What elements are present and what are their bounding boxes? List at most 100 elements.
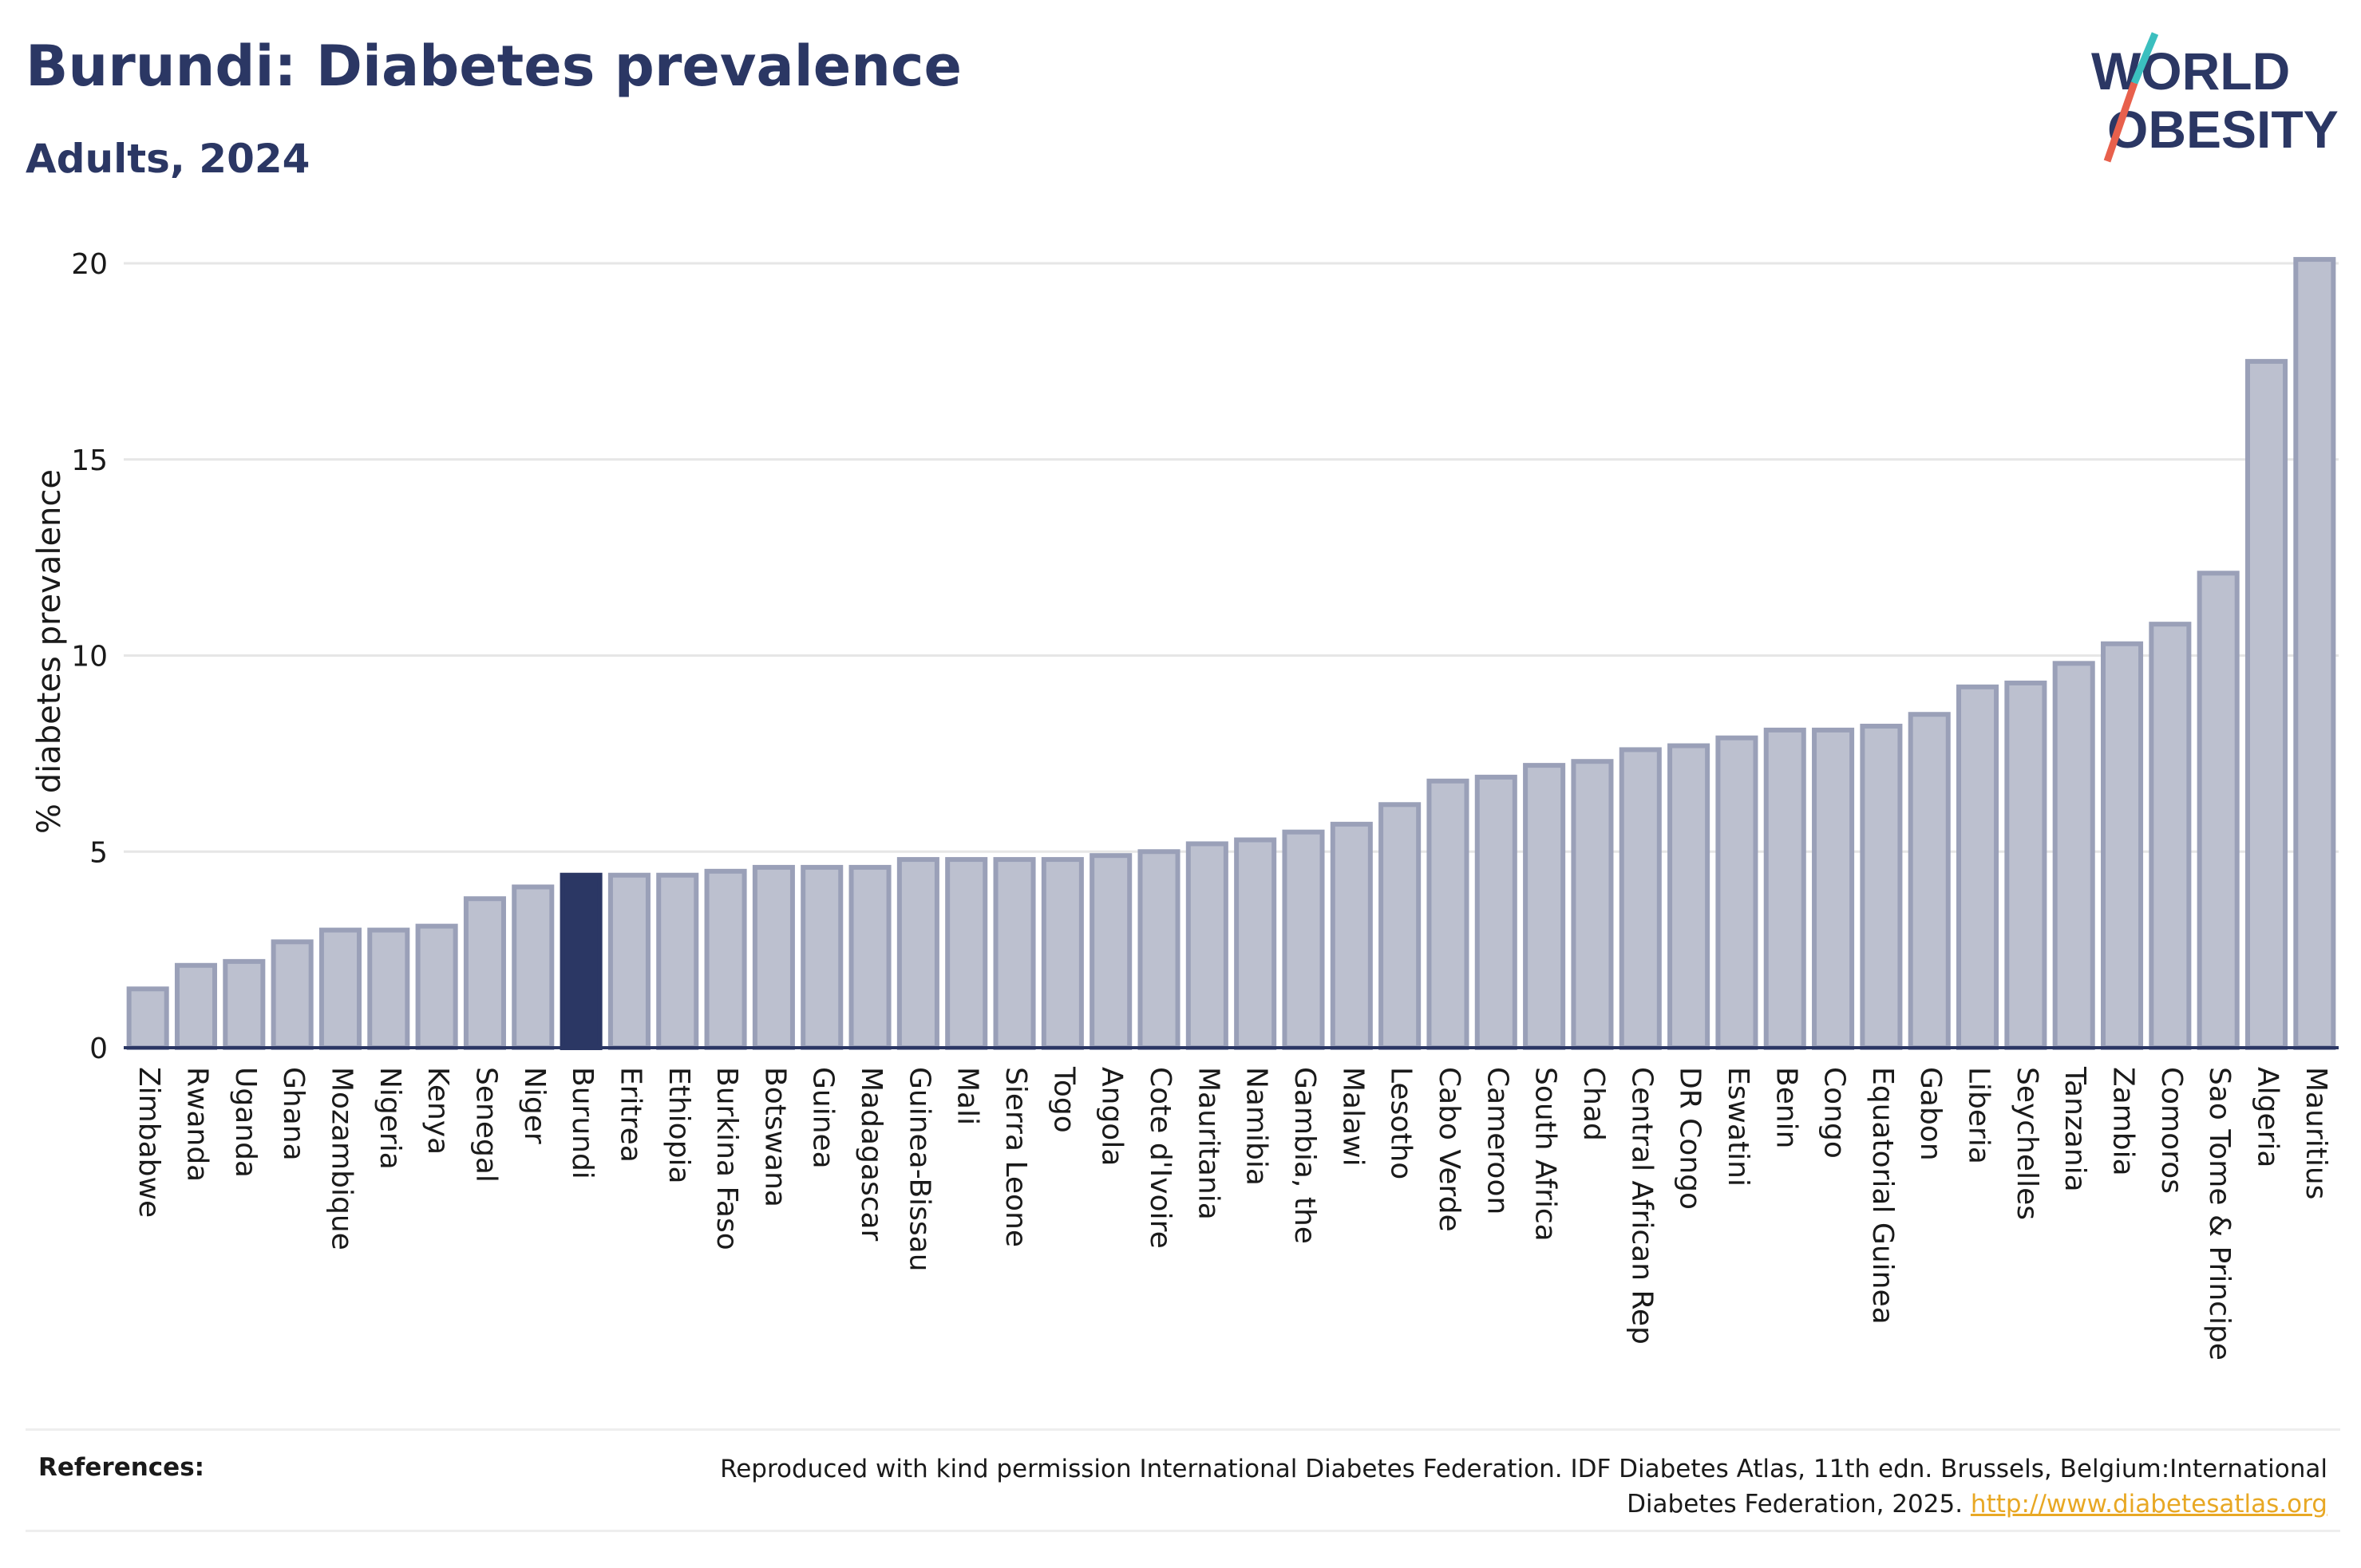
references-link[interactable]: http://www.diabetesatlas.org xyxy=(1970,1490,2327,1519)
x-tick-label: Mozambique xyxy=(325,1067,358,1250)
x-tick-label: Guinea-Bissau xyxy=(903,1067,935,1272)
x-tick-label: Kenya xyxy=(421,1067,454,1155)
world-obesity-logo: WORLD OBESITY xyxy=(2091,32,2339,163)
bar-gambia-the xyxy=(1282,829,1325,1051)
x-tick-label: Eswatini xyxy=(1722,1067,1754,1187)
x-tick-label: South Africa xyxy=(1529,1067,1562,1242)
bar-mozambique xyxy=(318,927,362,1051)
x-tick-label: Congo xyxy=(1818,1067,1851,1159)
x-tick-label: Mali xyxy=(951,1067,984,1125)
y-axis-label: % diabetes prevalence xyxy=(31,469,68,834)
bar-kenya xyxy=(415,923,458,1051)
x-tick-label: Sao Tome & Principe xyxy=(2203,1067,2236,1361)
y-tick-label: 20 xyxy=(71,248,108,281)
x-tick-label: Lesotho xyxy=(1385,1067,1418,1179)
y-tick-label: 10 xyxy=(71,641,108,673)
x-tick-label: Tanzania xyxy=(2058,1066,2091,1192)
bar-niger xyxy=(512,884,555,1050)
bar-mauritius xyxy=(2293,257,2336,1050)
bar-algeria xyxy=(2244,358,2288,1050)
x-tick-label: Madagascar xyxy=(855,1067,888,1242)
bar-congo xyxy=(1812,727,1855,1050)
bar-south-africa xyxy=(1523,763,1566,1050)
x-tick-label: Niger xyxy=(518,1067,551,1144)
bar-zambia xyxy=(2101,641,2144,1050)
bar-ghana xyxy=(271,939,314,1051)
bar-mali xyxy=(945,857,988,1050)
x-tick-label: Eritrea xyxy=(614,1067,647,1163)
x-tick-label: Benin xyxy=(1770,1067,1802,1148)
bar-togo xyxy=(1041,857,1084,1050)
bar-rwanda xyxy=(174,962,218,1051)
bar-uganda xyxy=(223,958,266,1050)
bar-seychelles xyxy=(2004,680,2047,1051)
labels: 0 5 10 15 20 % diabetes prevalence Zimbabwe Rwa… xyxy=(31,248,2332,1361)
x-tick-label: Algeria xyxy=(2252,1067,2284,1168)
bar-central-african-rep xyxy=(1619,747,1662,1051)
bar-benin xyxy=(1763,727,1806,1050)
x-tick-label: Togo xyxy=(1047,1066,1080,1133)
bar-equatorial-guinea xyxy=(1860,723,1903,1050)
x-tick-label: Angola xyxy=(1096,1067,1129,1166)
x-tick-label: Comoros xyxy=(2155,1067,2188,1194)
x-tick-label: Burundi xyxy=(566,1067,599,1179)
x-tick-label: Nigeria xyxy=(374,1067,406,1170)
bar-comoros xyxy=(2149,622,2192,1050)
bar-angola xyxy=(1090,853,1133,1051)
bar-cameroon xyxy=(1474,774,1517,1050)
x-tick-label: Gabon xyxy=(1914,1067,1947,1161)
references-citation: Reproduced with kind permission Internat… xyxy=(720,1455,2327,1519)
bar-guinea xyxy=(801,864,844,1051)
bar-madagascar xyxy=(848,864,892,1051)
y-tick-label: 15 xyxy=(71,444,108,477)
bar-zimbabwe xyxy=(126,986,169,1051)
bars xyxy=(126,257,2336,1051)
bar-dr-congo xyxy=(1667,743,1710,1050)
x-tick-label: Zimbabwe xyxy=(132,1067,165,1218)
x-tick-label: Equatorial Guinea xyxy=(1866,1067,1899,1325)
bar-nigeria xyxy=(367,927,410,1051)
bar-malawi xyxy=(1330,821,1373,1050)
bar-burundi xyxy=(560,872,603,1050)
bar-chad xyxy=(1571,759,1614,1051)
y-tick-label: 0 xyxy=(89,1033,108,1065)
bar-sierra-leone xyxy=(993,857,1036,1050)
bar-liberia xyxy=(1956,684,1999,1050)
bar-senegal xyxy=(463,896,506,1050)
chart-subtitle: Adults, 2024 xyxy=(26,136,310,182)
x-tick-label: Ethiopia xyxy=(662,1067,695,1184)
logo-slash-top xyxy=(2130,32,2159,85)
logo-line2: OBESITY xyxy=(2107,100,2339,159)
bar-gabon xyxy=(1908,712,1951,1050)
references-label: References: xyxy=(38,1453,205,1482)
x-tick-label: Senegal xyxy=(469,1067,502,1183)
x-tick-label: Cameroon xyxy=(1481,1067,1513,1215)
x-tick-label: Zambia xyxy=(2107,1067,2140,1176)
bar-cote-d-ivoire xyxy=(1137,849,1180,1050)
x-tick-label: Burkina Faso xyxy=(710,1067,743,1250)
logo-slash-bottom xyxy=(2103,81,2138,163)
x-tick-label: Mauritania xyxy=(1192,1067,1224,1220)
bar-eritrea xyxy=(607,872,651,1050)
x-tick-label: Uganda xyxy=(229,1067,262,1178)
bar-botswana xyxy=(752,864,795,1051)
bar-tanzania xyxy=(2052,661,2095,1051)
x-tick-label: Ghana xyxy=(277,1067,310,1161)
references-text: Reproduced with kind permission Internat… xyxy=(651,1451,2327,1522)
x-tick-label: Central African Rep xyxy=(1625,1067,1658,1345)
x-tick-label: DR Congo xyxy=(1674,1067,1706,1210)
bar-cabo-verde xyxy=(1426,778,1469,1051)
x-tick-label: Malawi xyxy=(1336,1067,1369,1167)
x-tick-label: Rwanda xyxy=(180,1067,213,1182)
x-tick-label: Seychelles xyxy=(2011,1067,2043,1220)
logo-line1: WORLD xyxy=(2091,41,2290,101)
x-tick-label: Sierra Leone xyxy=(999,1067,1032,1247)
chart-title: Burundi: Diabetes prevalence xyxy=(26,34,962,99)
x-tick-label: Chad xyxy=(1577,1067,1610,1141)
x-tick-label: Guinea xyxy=(807,1067,840,1169)
references-box: References: Reproduced with kind permiss… xyxy=(26,1428,2340,1532)
x-tick-label: Cote d'Ivoire xyxy=(1144,1067,1177,1249)
x-tick-label: Liberia xyxy=(1963,1067,1995,1164)
bar-ethiopia xyxy=(656,872,699,1050)
